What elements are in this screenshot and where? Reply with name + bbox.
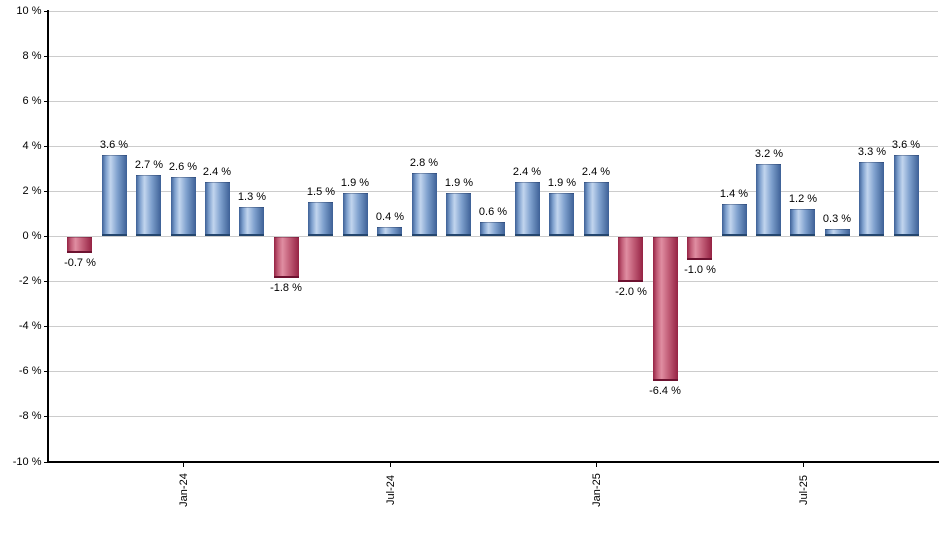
bar-value-label: 2.4 %: [581, 166, 611, 178]
y-axis-tick: [43, 11, 48, 12]
x-axis-label: Jan-24: [178, 473, 190, 507]
bar-negative: [653, 237, 678, 381]
bar-value-label: -2.0 %: [615, 286, 647, 298]
bar-value-label: -1.8 %: [270, 282, 302, 294]
y-axis-label: -10 %: [12, 456, 42, 468]
y-axis-tick: [43, 371, 48, 372]
gridline: [48, 191, 938, 192]
bar-negative: [687, 237, 712, 260]
bar-positive: [343, 193, 368, 236]
bar-value-label: 2.7 %: [134, 159, 164, 171]
y-axis-label: -4 %: [18, 320, 42, 332]
bar-negative: [274, 237, 299, 278]
bar-value-label: -6.4 %: [649, 385, 681, 397]
bar-positive: [446, 193, 471, 236]
bar-value-label: 1.9 %: [340, 177, 370, 189]
x-axis-label: Jul-25: [798, 475, 810, 505]
gridline: [48, 146, 938, 147]
y-axis-tick: [43, 416, 48, 417]
bar-positive: [756, 164, 781, 236]
y-axis-tick: [43, 191, 48, 192]
bar-positive: [584, 182, 609, 236]
y-axis-tick: [43, 281, 48, 282]
x-axis-tick: [390, 463, 391, 467]
y-axis-label: 6 %: [22, 95, 42, 107]
y-axis-label: -2 %: [18, 275, 42, 287]
bar-positive: [412, 173, 437, 236]
bar-value-label: 0.6 %: [478, 206, 508, 218]
bar-positive: [308, 202, 333, 236]
gridline: [48, 56, 938, 57]
bar-positive: [859, 162, 884, 236]
bar-negative: [67, 237, 92, 253]
gridline: [48, 371, 938, 372]
x-axis-line: [47, 461, 939, 463]
bar-value-label: 3.2 %: [754, 148, 784, 160]
bar-value-label: 2.4 %: [202, 166, 232, 178]
x-axis-label: Jul-24: [385, 475, 397, 505]
y-axis-tick: [43, 326, 48, 327]
bar-positive: [239, 207, 264, 236]
y-axis-tick: [43, 146, 48, 147]
gridline: [48, 326, 938, 327]
y-axis-label: 10 %: [16, 5, 42, 17]
bar-positive: [549, 193, 574, 236]
y-axis-label: 0 %: [22, 230, 42, 242]
y-axis-label: 2 %: [22, 185, 42, 197]
gridline: [48, 416, 938, 417]
bar-value-label: 3.6 %: [99, 139, 129, 151]
gridline: [48, 236, 938, 237]
bar-value-label: 2.8 %: [409, 157, 439, 169]
bar-positive: [171, 177, 196, 236]
x-axis-tick: [183, 463, 184, 467]
bar-positive: [790, 209, 815, 236]
y-axis-label: 4 %: [22, 140, 42, 152]
bar-positive: [825, 229, 850, 236]
bar-value-label: 1.4 %: [719, 188, 749, 200]
y-axis-tick: [43, 101, 48, 102]
bar-positive: [515, 182, 540, 236]
bar-value-label: 3.3 %: [857, 146, 887, 158]
x-axis-tick: [596, 463, 597, 467]
bar-positive: [894, 155, 919, 236]
bar-positive: [722, 204, 747, 236]
y-axis-tick: [43, 462, 48, 463]
bar-positive: [205, 182, 230, 236]
y-axis-label: -8 %: [18, 410, 42, 422]
bar-value-label: 1.9 %: [444, 177, 474, 189]
y-axis-tick: [43, 56, 48, 57]
gridline: [48, 101, 938, 102]
y-axis-line: [47, 10, 49, 463]
bar-value-label: 1.3 %: [237, 191, 267, 203]
x-axis-tick: [803, 463, 804, 467]
bar-negative: [618, 237, 643, 282]
gridline: [48, 281, 938, 282]
gridline: [48, 11, 938, 12]
bar-value-label: -0.7 %: [64, 257, 96, 269]
bar-value-label: 1.9 %: [547, 177, 577, 189]
y-axis-label: 8 %: [22, 50, 42, 62]
bar-value-label: -1.0 %: [684, 264, 716, 276]
bar-value-label: 1.2 %: [788, 193, 818, 205]
bar-positive: [377, 227, 402, 236]
bar-value-label: 3.6 %: [891, 139, 921, 151]
bar-value-label: 0.3 %: [822, 213, 852, 225]
bar-positive: [102, 155, 127, 236]
bar-value-label: 2.4 %: [512, 166, 542, 178]
bar-positive: [136, 175, 161, 236]
bar-value-label: 2.6 %: [168, 161, 198, 173]
x-axis-label: Jan-25: [591, 473, 603, 507]
y-axis-tick: [43, 236, 48, 237]
bar-value-label: 1.5 %: [306, 186, 336, 198]
bar-positive: [480, 222, 505, 236]
bar-value-label: 0.4 %: [375, 211, 405, 223]
y-axis-label: -6 %: [18, 365, 42, 377]
